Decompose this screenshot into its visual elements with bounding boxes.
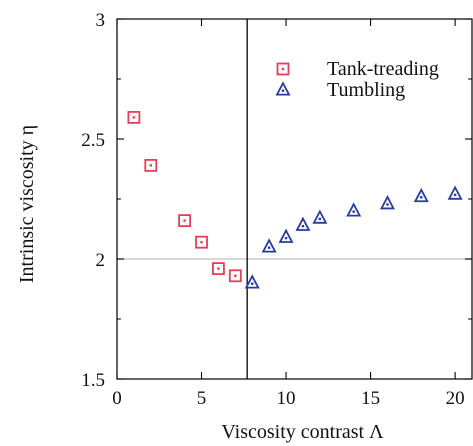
tumbling-point: [295, 216, 311, 231]
x-axis-title: Viscosity contrast Λ: [221, 421, 384, 443]
tank-treading-point: [127, 111, 141, 124]
legend-label-tank-treading: Tank-treading: [327, 58, 439, 80]
tumbling-point: [346, 202, 362, 217]
legend-label-tumbling: Tumbling: [327, 79, 405, 101]
legend-marker-tumbling: [275, 81, 291, 96]
tumbling-point: [312, 209, 328, 224]
tank-treading-point: [144, 158, 158, 172]
tumbling-point: [447, 185, 463, 200]
x-tick-label: 0: [112, 388, 122, 409]
x-tick-label: 20: [446, 388, 465, 409]
tumbling-point: [261, 238, 277, 253]
tank-treading-point: [195, 235, 208, 249]
x-tick-label: 5: [197, 388, 207, 409]
x-tick-label: 10: [277, 388, 296, 409]
tank-treading-point: [178, 214, 192, 228]
y-tick-label: 1.5: [81, 370, 105, 391]
tumbling-point: [278, 228, 294, 243]
y-tick-label: 2.5: [81, 130, 105, 151]
y-axis-title: Intrinsic viscosity η: [16, 125, 38, 283]
y-tick-label: 3: [96, 10, 106, 31]
tumbling-point: [413, 187, 429, 203]
legend-marker-tank-treading: [276, 62, 290, 76]
y-tick-label: 2: [96, 250, 106, 271]
tank-treading-point: [228, 269, 242, 283]
tumbling-point: [379, 195, 395, 210]
x-tick-label: 15: [361, 388, 380, 409]
tank-treading-point: [212, 262, 225, 276]
tumbling-point: [244, 274, 260, 289]
